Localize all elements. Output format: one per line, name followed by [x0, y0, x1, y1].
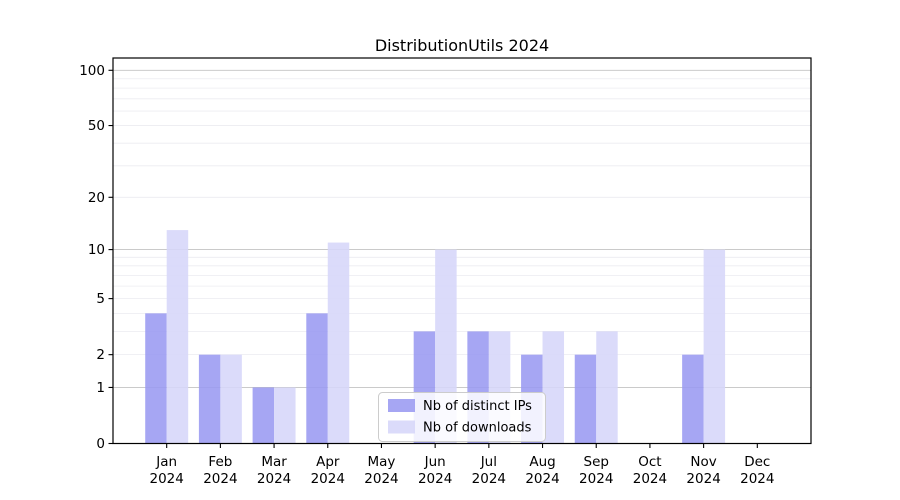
bar-nb-of-distinct-ips-nov [682, 354, 704, 444]
x-tick-label-year: 2024 [633, 471, 667, 487]
bar-nb-of-distinct-ips-feb [198, 354, 221, 444]
y-tick-label: 0 [96, 436, 105, 452]
x-tick-label-month: Feb [208, 454, 232, 470]
x-tick-label-month: Jun [424, 454, 446, 470]
x-tick-label-year: 2024 [418, 471, 452, 487]
x-tick-label-year: 2024 [203, 471, 237, 487]
bar-nb-of-distinct-ips-sep [574, 354, 597, 444]
x-tick-label-year: 2024 [150, 471, 184, 487]
x-tick-label-month: Sep [584, 454, 609, 470]
y-tick-label: 1 [96, 380, 105, 396]
x-tick-label-month: Mar [261, 454, 287, 470]
bar-nb-of-downloads-aug [542, 331, 565, 444]
bar-nb-of-downloads-feb [220, 354, 242, 444]
bar-nb-of-downloads-nov [703, 249, 726, 444]
y-tick-label: 20 [88, 190, 105, 206]
x-tick-label-month: Apr [316, 454, 340, 470]
x-tick-label-month: Jan [155, 454, 177, 470]
x-tick-label-year: 2024 [579, 471, 613, 487]
x-tick-label-year: 2024 [686, 471, 720, 487]
legend-swatch-downloads [388, 420, 415, 434]
legend: Nb of distinct IPs Nb of downloads [378, 392, 546, 442]
x-tick-label-month: Aug [529, 454, 555, 470]
bar-nb-of-distinct-ips-apr [306, 313, 328, 444]
y-tick-label: 5 [96, 291, 105, 307]
x-tick-label-month: Jul [480, 454, 497, 470]
bar-nb-of-distinct-ips-mar [252, 387, 275, 444]
x-tick-label-month: Nov [690, 454, 716, 470]
x-tick-label-month: Oct [638, 454, 661, 470]
bar-nb-of-downloads-jan [166, 230, 189, 444]
y-tick-label: 10 [88, 242, 105, 258]
legend-swatch-distinct-ips [388, 399, 415, 412]
y-tick-label: 100 [79, 63, 105, 79]
y-tick-label: 2 [96, 347, 105, 363]
x-tick-label-year: 2024 [740, 471, 774, 487]
legend-label-downloads: Nb of downloads [423, 421, 532, 436]
bar-nb-of-downloads-sep [596, 331, 618, 444]
x-tick-label-year: 2024 [364, 471, 398, 487]
legend-box [378, 392, 546, 442]
y-axis: 0 1 2 5 10 20 50 100 [79, 63, 113, 452]
x-tick-label-year: 2024 [311, 471, 345, 487]
legend-label-distinct-ips: Nb of distinct IPs [423, 399, 532, 414]
bar-nb-of-distinct-ips-jan [145, 313, 167, 444]
x-tick-label-month: May [368, 454, 396, 470]
gridlines [113, 69, 811, 388]
x-tick-label-month: Dec [744, 454, 770, 470]
x-axis: Jan2024Feb2024Mar2024Apr2024May2024Jun20… [150, 443, 774, 487]
bar-nb-of-downloads-apr [327, 242, 350, 444]
bar-nb-of-downloads-mar [274, 387, 296, 444]
x-tick-label-year: 2024 [525, 471, 559, 487]
y-tick-label: 50 [88, 118, 105, 134]
plot-border [112, 57, 812, 445]
x-tick-label-year: 2024 [257, 471, 291, 487]
x-tick-label-year: 2024 [472, 471, 506, 487]
chart-title: DistributionUtils 2024 [375, 36, 549, 55]
